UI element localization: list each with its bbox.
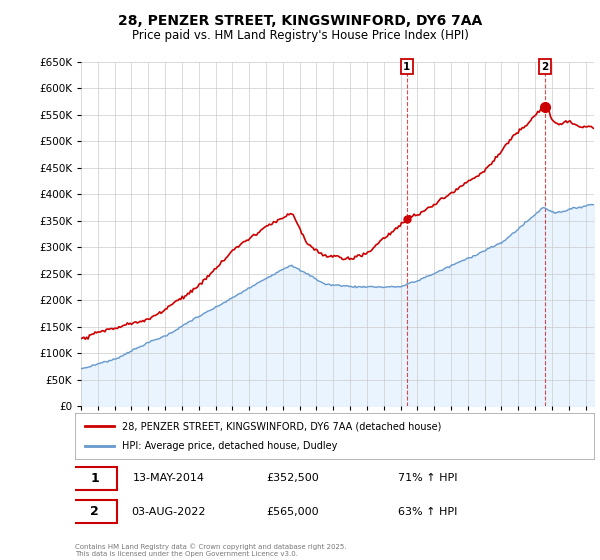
- FancyBboxPatch shape: [73, 467, 116, 489]
- Text: 03-AUG-2022: 03-AUG-2022: [131, 507, 206, 517]
- Text: Price paid vs. HM Land Registry's House Price Index (HPI): Price paid vs. HM Land Registry's House …: [131, 29, 469, 42]
- Text: 1: 1: [403, 62, 410, 72]
- FancyBboxPatch shape: [73, 501, 116, 523]
- Text: Contains HM Land Registry data © Crown copyright and database right 2025.
This d: Contains HM Land Registry data © Crown c…: [75, 544, 347, 557]
- Text: 2: 2: [541, 62, 548, 72]
- Text: 28, PENZER STREET, KINGSWINFORD, DY6 7AA: 28, PENZER STREET, KINGSWINFORD, DY6 7AA: [118, 14, 482, 28]
- Text: £565,000: £565,000: [266, 507, 319, 517]
- Text: HPI: Average price, detached house, Dudley: HPI: Average price, detached house, Dudl…: [122, 441, 337, 451]
- Text: 13-MAY-2014: 13-MAY-2014: [133, 473, 205, 483]
- Text: 2: 2: [90, 505, 99, 519]
- Text: 1: 1: [90, 472, 99, 485]
- Text: 63% ↑ HPI: 63% ↑ HPI: [398, 507, 458, 517]
- Text: £352,500: £352,500: [266, 473, 319, 483]
- Text: 71% ↑ HPI: 71% ↑ HPI: [398, 473, 458, 483]
- Text: 28, PENZER STREET, KINGSWINFORD, DY6 7AA (detached house): 28, PENZER STREET, KINGSWINFORD, DY6 7AA…: [122, 421, 441, 431]
